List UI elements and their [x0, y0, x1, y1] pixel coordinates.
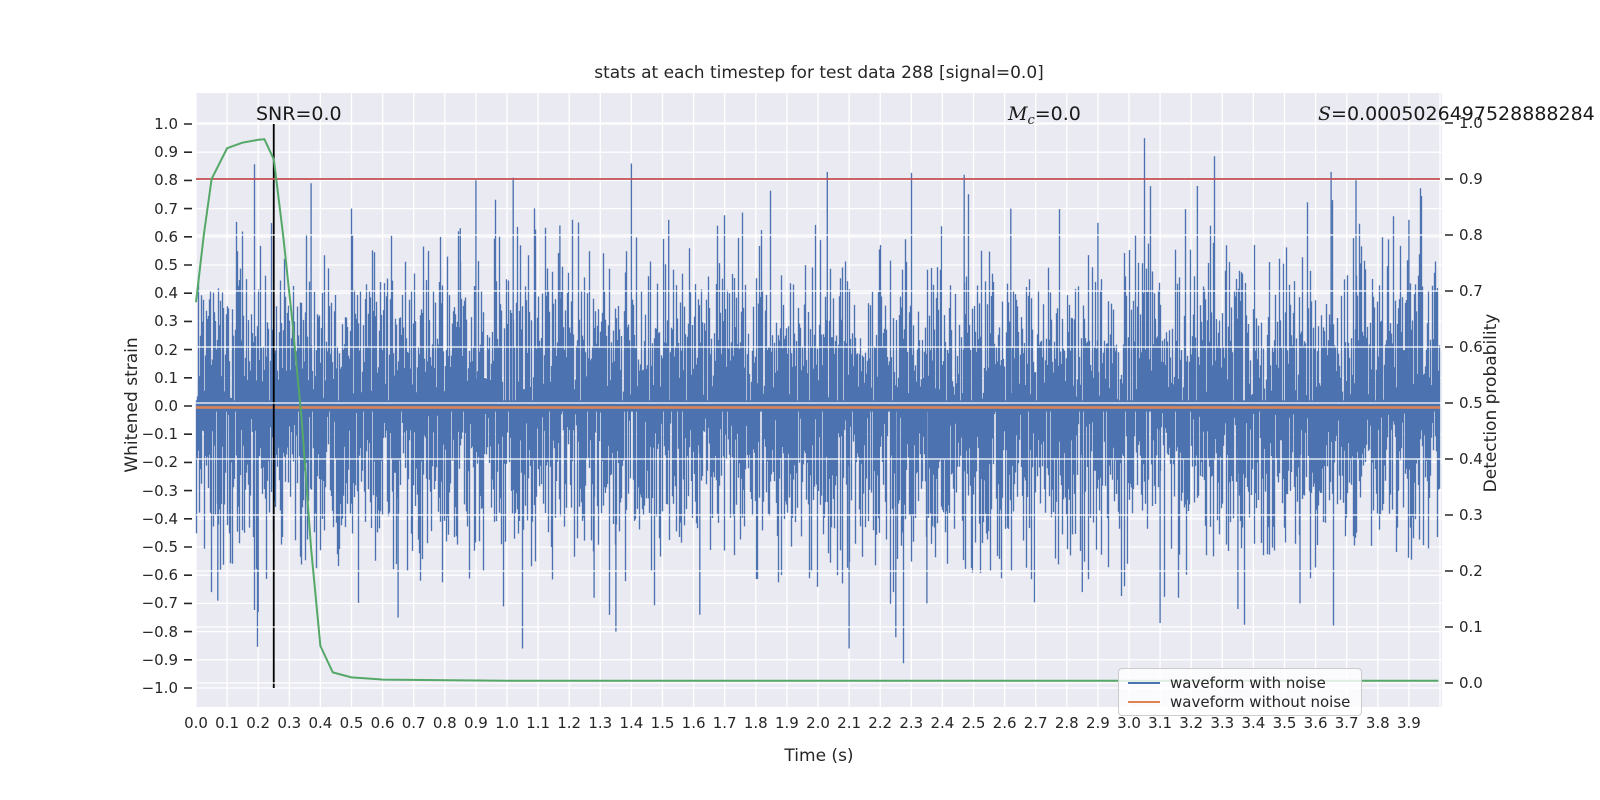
y-tick-label-right: 0.6 — [1459, 338, 1483, 356]
x-tick-label: 0.7 — [401, 714, 426, 732]
x-tick-label: 0.1 — [215, 714, 240, 732]
y-tick-label-right: 0.3 — [1459, 506, 1483, 524]
x-tick-label: 1.3 — [588, 714, 613, 732]
x-tick-label: 0.4 — [308, 714, 333, 732]
y-tick-label-right: 0.5 — [1459, 394, 1483, 412]
x-tick-label: 3.7 — [1334, 714, 1359, 732]
x-tick-label: 3.1 — [1148, 714, 1173, 732]
y-tick-label-left: 0.7 — [154, 199, 178, 218]
x-tick-label: 3.0 — [1117, 714, 1141, 732]
x-tick-label: 1.7 — [712, 714, 737, 732]
y-tick-label-left: 0.5 — [154, 256, 178, 274]
chirp-mass-symbol: M — [1008, 103, 1028, 125]
y-tick-label-left: 1.0 — [154, 115, 178, 133]
y-tick-label-left: −0.5 — [141, 538, 178, 556]
x-tick-label: 3.4 — [1241, 714, 1266, 732]
y-tick-label-left: 0.8 — [154, 171, 178, 190]
y-tick-label-left: 0.6 — [154, 227, 178, 246]
x-tick-label: 1.8 — [743, 714, 768, 732]
y-tick-label-right: 0.1 — [1459, 618, 1483, 636]
x-tick-label: 0.6 — [370, 714, 395, 732]
y-tick-label-right: 0.9 — [1459, 170, 1483, 188]
y-tick-label-left: 0.0 — [154, 397, 178, 415]
legend-label: waveform without noise — [1170, 692, 1351, 711]
y-tick-label-left: −0.6 — [141, 566, 178, 585]
y-tick-label-left: −0.4 — [141, 509, 178, 528]
x-tick-label: 3.9 — [1396, 714, 1421, 732]
x-tick-label: 2.4 — [930, 714, 955, 732]
x-tick-label: 3.8 — [1365, 714, 1390, 732]
y-tick-label-left: −0.9 — [141, 650, 178, 669]
x-tick-label: 1.0 — [495, 714, 519, 732]
y-tick-label-left: 0.2 — [154, 340, 178, 359]
tick-marks — [184, 122, 1453, 689]
y-tick-label-left: −1.0 — [141, 679, 178, 697]
legend-entry: waveform without noise — [1128, 692, 1351, 711]
x-tick-label: 0.5 — [339, 714, 364, 732]
y-tick-label-left: 0.1 — [154, 368, 178, 387]
legend-line-swatch — [1128, 681, 1160, 684]
x-tick-label: 3.2 — [1179, 714, 1204, 732]
y-tick-label-left: 0.3 — [154, 312, 178, 331]
y-tick-label-left: 0.4 — [154, 284, 178, 303]
y-axis-label-right: Detection probability — [1481, 313, 1501, 493]
y-tick-label-left: −0.2 — [141, 453, 178, 472]
y-tick-label-left: −0.8 — [141, 622, 178, 641]
stat-value: =0.0005026497528888284 — [1331, 103, 1595, 125]
x-tick-label: 1.2 — [557, 714, 582, 732]
x-tick-label: 0.8 — [432, 714, 457, 732]
legend-line-swatch — [1128, 700, 1160, 703]
x-tick-label: 1.1 — [526, 714, 551, 732]
x-tick-label: 1.9 — [774, 714, 799, 732]
y-tick-label-right: 1.0 — [1459, 114, 1483, 132]
legend-entry: waveform with noise — [1128, 673, 1351, 692]
y-tick-label-right: 0.4 — [1459, 450, 1483, 468]
x-tick-label: 2.1 — [837, 714, 862, 732]
chirp-mass-annotation: Mc=0.0 — [1008, 103, 1081, 128]
x-tick-label: 2.5 — [961, 714, 986, 732]
x-tick-label: 2.7 — [1023, 714, 1048, 732]
x-tick-label: 0.9 — [463, 714, 488, 732]
x-axis-label: Time (s) — [784, 746, 854, 766]
x-tick-label: 1.4 — [619, 714, 644, 732]
y-tick-label-right: 0.2 — [1459, 562, 1483, 580]
x-tick-label: 3.3 — [1210, 714, 1235, 732]
x-tick-label: 2.6 — [992, 714, 1017, 732]
y-tick-label-left: −0.7 — [141, 594, 178, 613]
x-tick-label: 3.5 — [1272, 714, 1297, 732]
y-tick-label-right: 0.7 — [1459, 282, 1483, 300]
y-tick-label-right: 0.0 — [1459, 674, 1483, 692]
legend: waveform with noise waveform without nois… — [1118, 668, 1362, 716]
x-tick-label: 0.2 — [246, 714, 271, 732]
x-tick-label: 2.3 — [899, 714, 924, 732]
detection-probability-line — [195, 138, 1439, 682]
y-tick-label-left: −0.3 — [141, 481, 178, 500]
x-tick-label: 0.3 — [277, 714, 302, 732]
chart-title: stats at each timestep for test data 288… — [594, 63, 1044, 83]
x-tick-label: 0.0 — [184, 714, 208, 732]
chirp-mass-subscript: c — [1027, 113, 1035, 128]
stat-annotation: S=0.0005026497528888284 — [1318, 103, 1595, 125]
legend-label: waveform with noise — [1170, 673, 1326, 692]
x-tick-label: 1.6 — [681, 714, 706, 732]
chirp-mass-value: =0.0 — [1034, 103, 1081, 125]
x-tick-label: 2.0 — [806, 714, 830, 732]
x-tick-label: 2.9 — [1085, 714, 1110, 732]
snr-annotation: SNR=0.0 — [256, 103, 342, 125]
x-tick-label: 2.8 — [1054, 714, 1079, 732]
x-tick-label: 2.2 — [868, 714, 893, 732]
x-tick-label: 1.5 — [650, 714, 675, 732]
x-tick-label: 3.6 — [1303, 714, 1328, 732]
y-tick-label-right: 0.8 — [1459, 226, 1483, 244]
y-tick-label-left: 0.9 — [154, 143, 178, 162]
stat-symbol: S — [1318, 103, 1332, 125]
y-tick-label-left: −0.1 — [141, 425, 178, 444]
